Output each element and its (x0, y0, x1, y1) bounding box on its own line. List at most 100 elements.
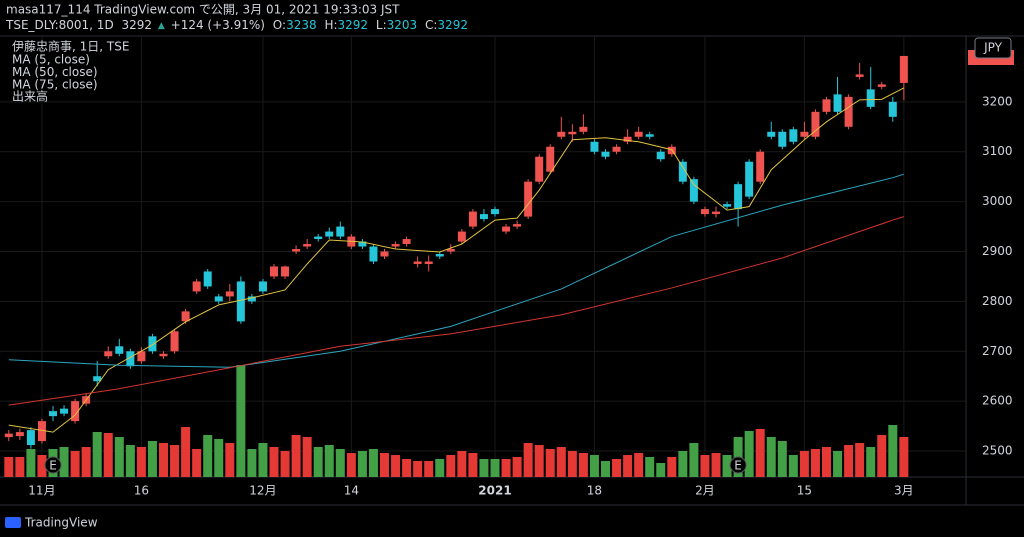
volume-bar (888, 425, 898, 477)
candle-body (579, 126, 588, 132)
volume-bar (92, 432, 102, 477)
volume-legend: 出来高 (12, 89, 48, 104)
x-tick-label: 11月 (28, 484, 55, 498)
candle-body (811, 111, 820, 137)
candle-body (203, 271, 212, 287)
volume-bar (711, 453, 721, 477)
candle-body (159, 353, 168, 357)
candle-body (756, 151, 765, 182)
volume-bar (170, 445, 180, 477)
candle-body (479, 214, 488, 220)
candle-body (656, 151, 665, 160)
x-tick-label: 2021 (478, 484, 511, 498)
event-label: E (49, 459, 57, 473)
candle-body (601, 151, 610, 157)
candle-body (833, 94, 842, 112)
candle-body (303, 244, 312, 247)
candle-body (866, 89, 875, 107)
candle-body (115, 346, 124, 354)
volume-bar (357, 451, 367, 477)
volume-bar (4, 457, 14, 477)
volume-bar (313, 447, 323, 477)
candle-body (789, 129, 798, 142)
y-tick-label: 3000 (982, 194, 1013, 208)
volume-bar (501, 459, 511, 477)
candle-body (855, 74, 864, 77)
l-value: 3203 (387, 18, 418, 32)
candle-body (314, 236, 323, 240)
volume-bar (302, 437, 312, 477)
volume-bar (192, 449, 202, 477)
currency[interactable]: JPY (983, 41, 1003, 55)
candle-body (888, 101, 897, 117)
volume-bar (844, 445, 854, 477)
candle-body (767, 131, 776, 137)
candle-body (491, 209, 499, 215)
volume-bar (766, 437, 776, 477)
o-value: 3238 (286, 18, 317, 32)
candle-body (800, 131, 809, 137)
y-tick-label: 2600 (982, 394, 1013, 408)
volume-bar (855, 443, 865, 477)
candle-body (424, 261, 433, 264)
candle-body (71, 401, 80, 422)
arrow: ▲ (158, 21, 165, 31)
ma-line (8, 173, 905, 368)
volume-bar (424, 461, 434, 477)
candle-body (26, 430, 35, 446)
o-label: O: (273, 18, 286, 32)
candle-body (568, 131, 577, 135)
candle-body (270, 266, 278, 277)
candle-body (225, 291, 234, 297)
candle-body (612, 146, 621, 152)
publish-info: masa117_114 TradingView.com で公開, 3月 01, … (6, 3, 400, 17)
candle-body (292, 249, 301, 252)
candle-body (634, 131, 643, 137)
candle-body (623, 136, 632, 142)
y-tick-label: 3200 (982, 94, 1013, 108)
candle-body (899, 55, 908, 83)
candle-body (535, 156, 544, 182)
event-label: E (734, 459, 742, 473)
volume-bar (612, 459, 622, 477)
volume-bar (258, 443, 268, 477)
y-tick-label: 2500 (982, 444, 1013, 458)
candle-body (258, 281, 267, 292)
y-tick-label: 3100 (982, 144, 1013, 158)
x-tick-label: 15 (797, 484, 812, 498)
candle-body (844, 96, 853, 127)
brand: TradingView (24, 516, 98, 530)
candle-body (93, 376, 102, 382)
symbol-line: TSE_DLY:8001, 1D 3292 ▲ +124 (+3.91%) O:… (5, 18, 468, 32)
volume-bar (26, 449, 36, 477)
candle-body (126, 351, 135, 367)
volume-bar (689, 443, 699, 477)
candle-body (325, 231, 334, 237)
candle-body (281, 266, 290, 277)
volume-bar (567, 451, 577, 477)
volume-bar (125, 445, 135, 477)
volume-bar (634, 453, 644, 477)
candle-body (700, 209, 709, 215)
x-tick-label: 12月 (249, 484, 276, 498)
volume-bar (589, 455, 599, 477)
volume-bar (103, 433, 113, 477)
volume-bar (667, 457, 677, 477)
c-label: C: (425, 18, 437, 32)
candle-body (214, 296, 223, 302)
candle-body (60, 408, 69, 414)
candle-body (4, 433, 13, 438)
currency-box[interactable] (974, 37, 1012, 59)
instrument-title: 伊藤忠商事, 1日, TSE (12, 39, 129, 54)
l-label: L: (376, 18, 387, 32)
volume-bar (799, 451, 809, 477)
x-tick-label: 14 (344, 484, 359, 498)
volume-bar (700, 455, 710, 477)
legend-entry: MA (50, close) (12, 65, 98, 79)
volume-bar (391, 455, 401, 477)
candle-body (590, 141, 599, 152)
volume-bar (468, 453, 478, 477)
candle-body (678, 161, 687, 182)
candle-body (734, 184, 743, 210)
brand-logo (5, 517, 21, 528)
